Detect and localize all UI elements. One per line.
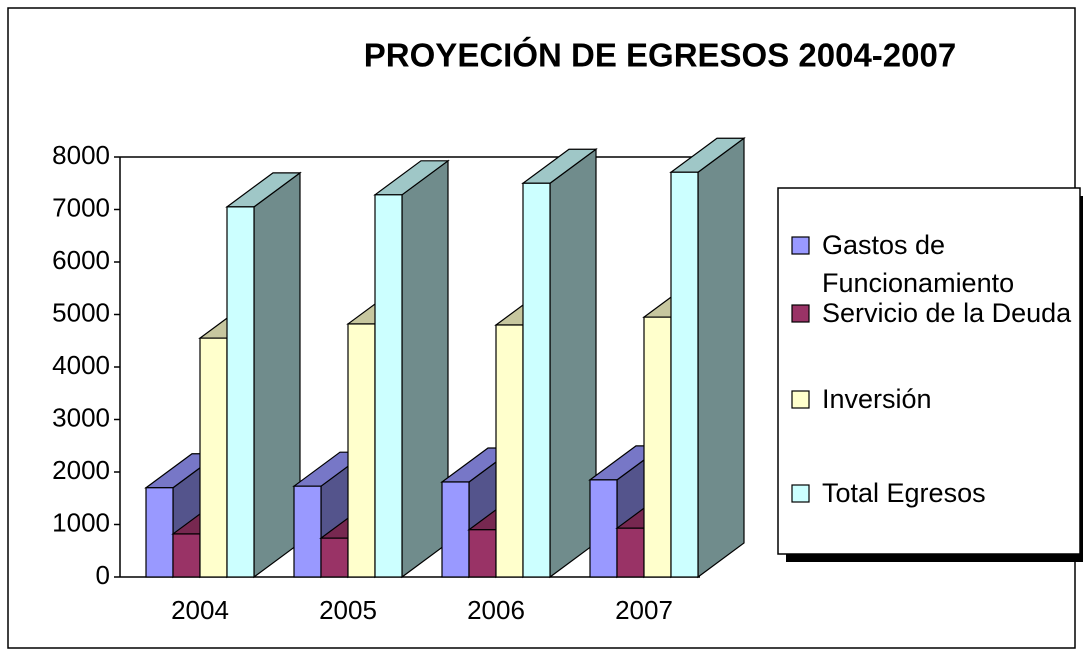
legend-swatch <box>791 484 810 503</box>
y-tick-label: 3000 <box>52 402 110 432</box>
bar-front <box>670 171 699 578</box>
x-tick-label: 2006 <box>467 595 525 625</box>
bar-front <box>441 481 470 578</box>
bar-front <box>468 529 497 578</box>
legend-label: Servicio de la Deuda <box>822 298 1072 328</box>
legend-box <box>777 187 1081 555</box>
legend-label: Inversión <box>822 384 932 414</box>
y-tick-label: 0 <box>96 560 110 590</box>
bar-front <box>199 337 228 578</box>
legend-swatch <box>791 304 810 323</box>
bar-front <box>293 485 322 578</box>
x-tick-label: 2007 <box>615 595 673 625</box>
y-tick-label: 7000 <box>52 192 110 222</box>
bar-front <box>374 194 403 578</box>
y-tick-label: 1000 <box>52 507 110 537</box>
legend-swatch <box>791 390 810 409</box>
y-tick-label: 8000 <box>52 140 110 170</box>
bar-front <box>172 533 201 578</box>
bar <box>225 171 302 579</box>
y-tick-label: 5000 <box>52 297 110 327</box>
y-tick-label: 4000 <box>52 350 110 380</box>
x-tick-label: 2005 <box>319 595 377 625</box>
legend-label: Gastos de Funcionamiento <box>822 230 1015 298</box>
bar-front <box>226 206 255 578</box>
bar-front <box>522 182 551 578</box>
y-tick-label: 2000 <box>52 455 110 485</box>
x-tick-label: 2004 <box>171 595 229 625</box>
bar-side <box>697 137 745 579</box>
legend-swatch <box>791 236 810 255</box>
legend-label: Total Egresos <box>822 478 986 508</box>
y-tick-label: 6000 <box>52 245 110 275</box>
bar-side <box>549 148 597 579</box>
bar-front <box>320 537 349 578</box>
bar <box>373 159 450 579</box>
bar-side <box>253 171 301 579</box>
bar-front <box>643 316 672 578</box>
bar-front <box>616 527 645 578</box>
bar <box>669 137 746 579</box>
bar-front <box>145 487 174 578</box>
bar <box>521 148 598 579</box>
bar-front <box>347 323 376 578</box>
bar-front <box>495 324 524 578</box>
bar-side <box>401 159 449 579</box>
chart-title: PROYECIÓN DE EGRESOS 2004-2007 <box>364 37 956 74</box>
bar-front <box>589 479 618 578</box>
